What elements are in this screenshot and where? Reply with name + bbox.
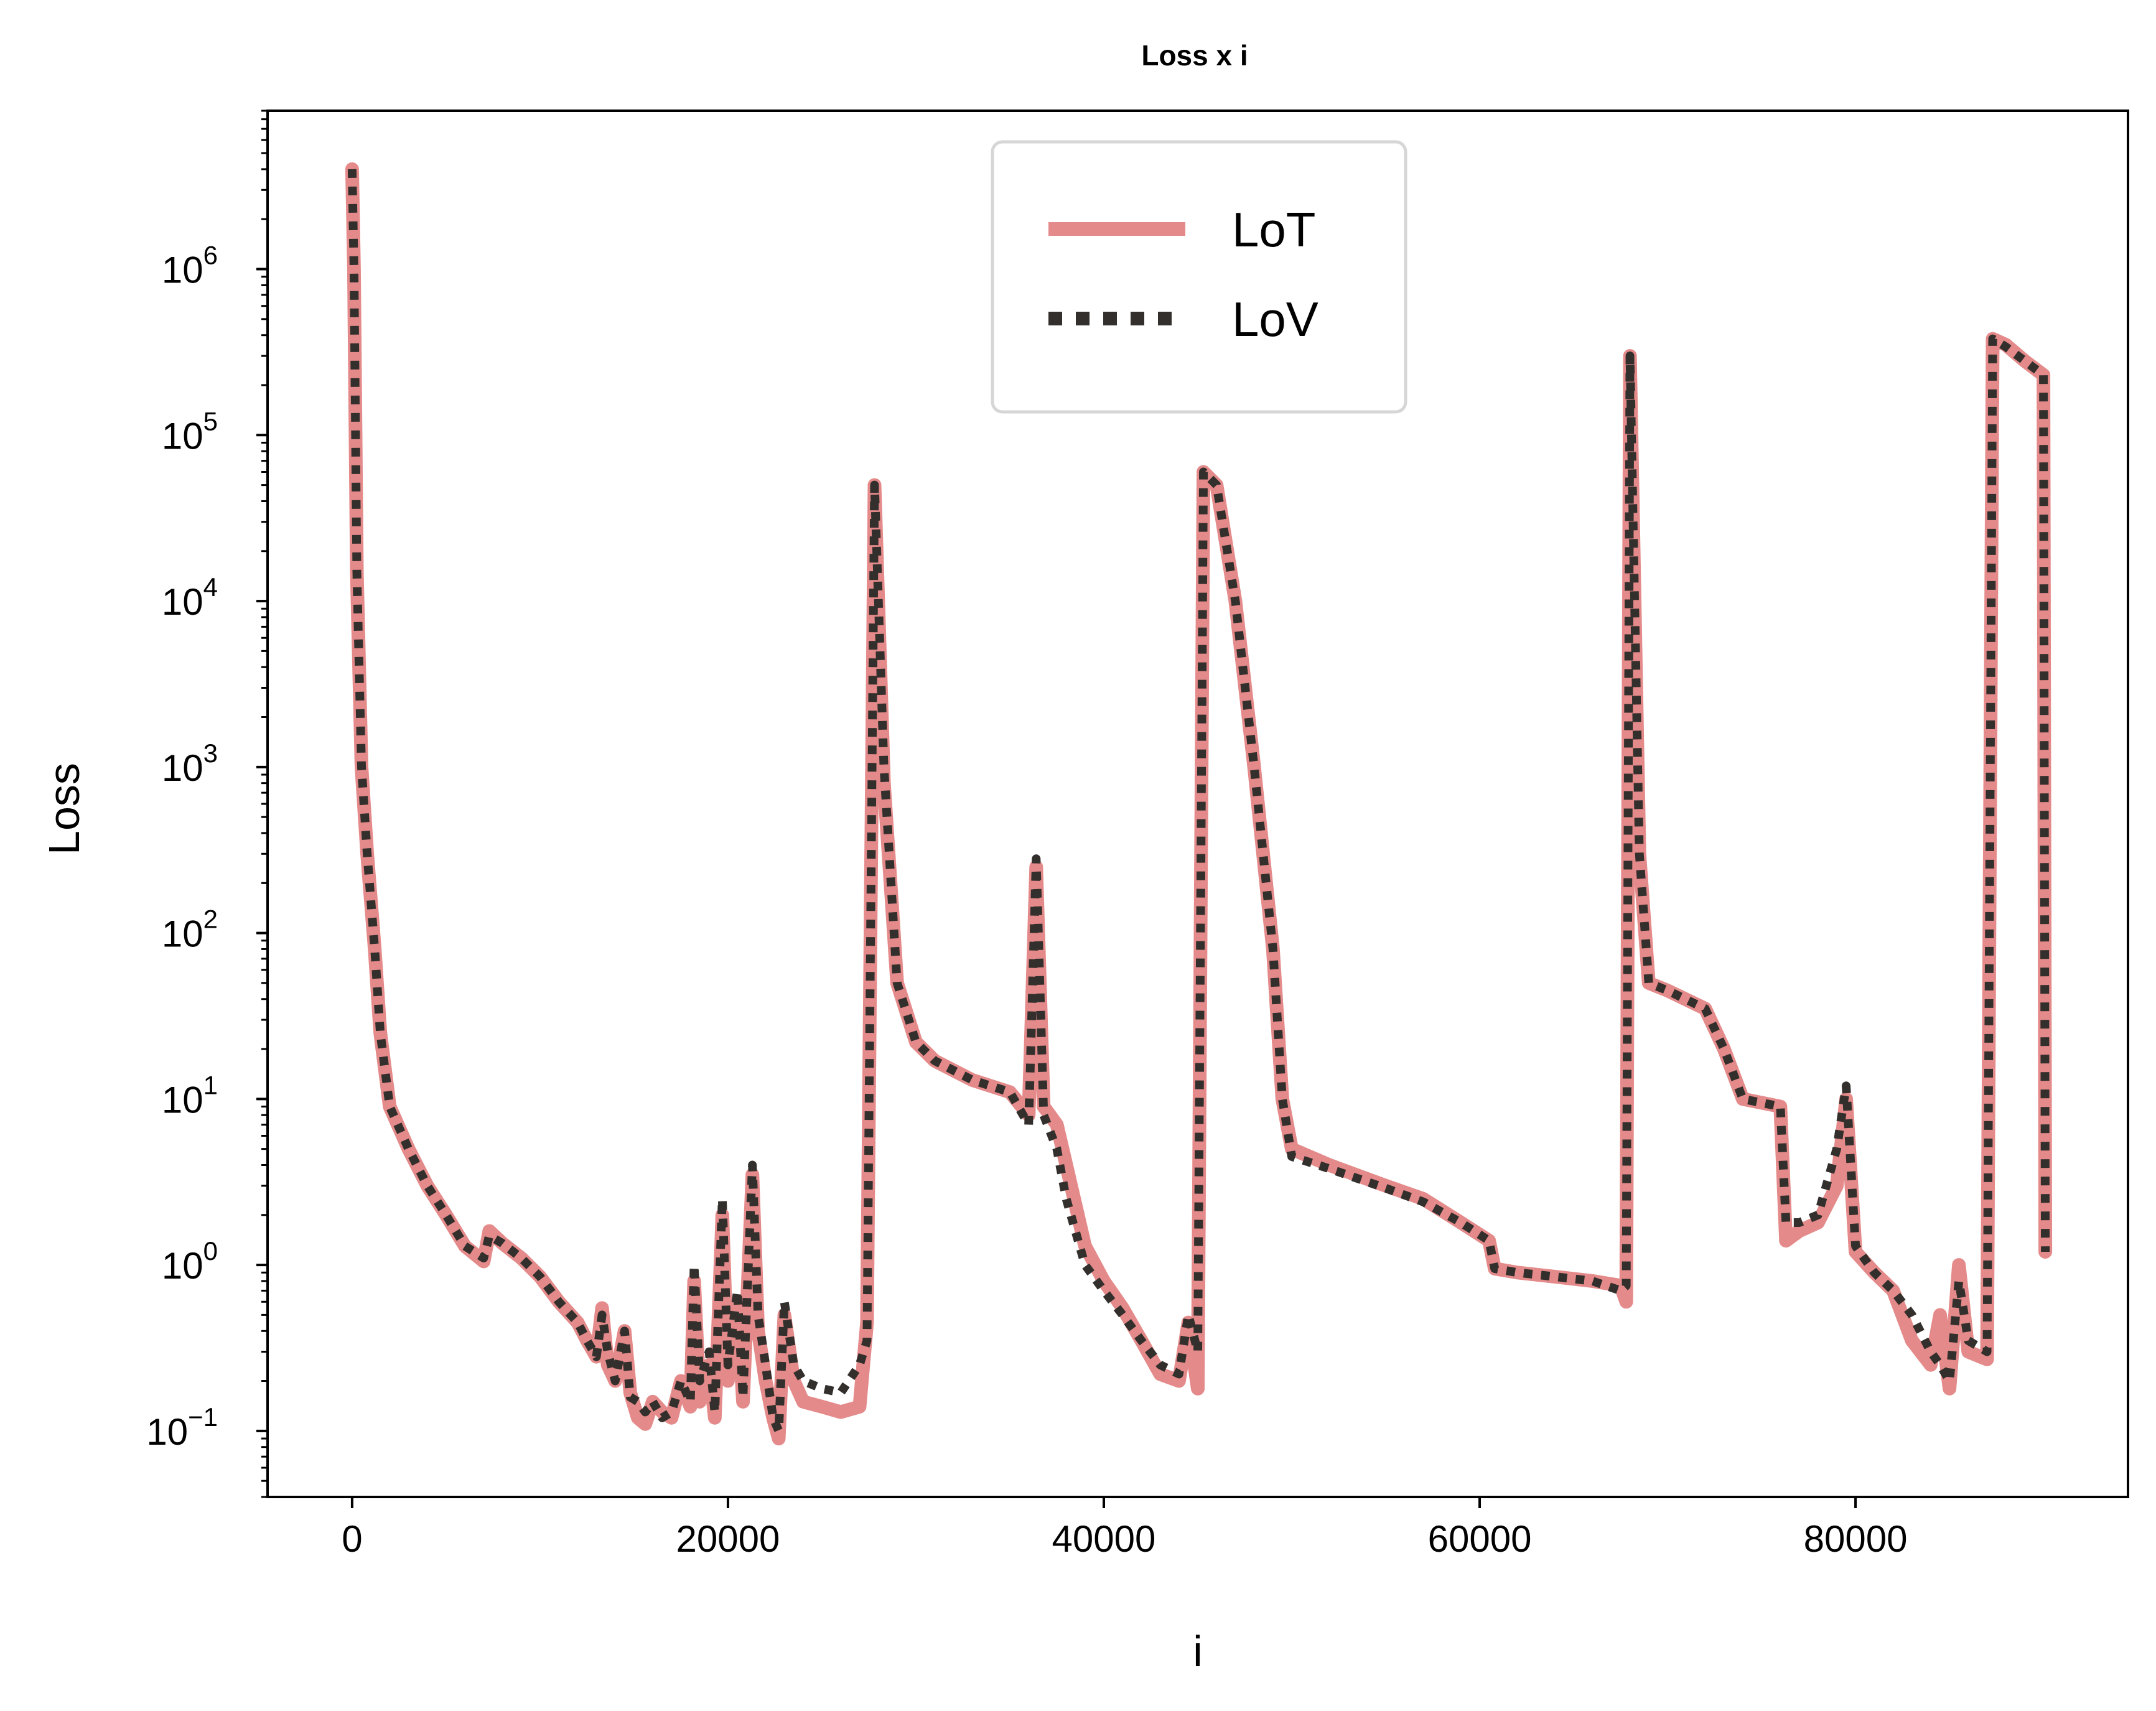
y-tick-label: 101: [162, 1070, 218, 1121]
y-tick-label: 106: [162, 241, 218, 291]
legend-label-lov: LoV: [1232, 292, 1318, 347]
y-tick-label: 104: [162, 572, 218, 623]
series-line-lov: [347, 169, 2050, 1435]
x-axis-label: i: [1193, 1627, 1203, 1676]
x-tick-label: 20000: [676, 1518, 780, 1560]
legend-box: [991, 140, 1407, 414]
y-axis-ticks: 10−1 100 101 102 103 104 105 106: [146, 110, 268, 1498]
y-tick-label: 102: [162, 905, 218, 955]
x-axis-ticks: 0 20000 40000 60000 80000: [342, 1497, 1908, 1560]
legend-label-lot: LoT: [1232, 202, 1315, 257]
x-tick-label: 80000: [1804, 1518, 1908, 1560]
x-tick-label: 40000: [1052, 1518, 1156, 1560]
x-tick-label: 0: [342, 1518, 362, 1560]
plot-lines: [345, 162, 2053, 1446]
y-tick-label: 100: [162, 1236, 218, 1287]
chart-title: Loss x i: [1141, 39, 1248, 72]
x-tick-label: 60000: [1428, 1518, 1532, 1560]
y-tick-label: 103: [162, 739, 218, 789]
y-axis-label: Loss: [40, 763, 88, 855]
y-tick-label: 105: [162, 406, 218, 457]
y-tick-label: 10−1: [146, 1402, 218, 1453]
legend: LoT LoV: [991, 140, 1407, 414]
